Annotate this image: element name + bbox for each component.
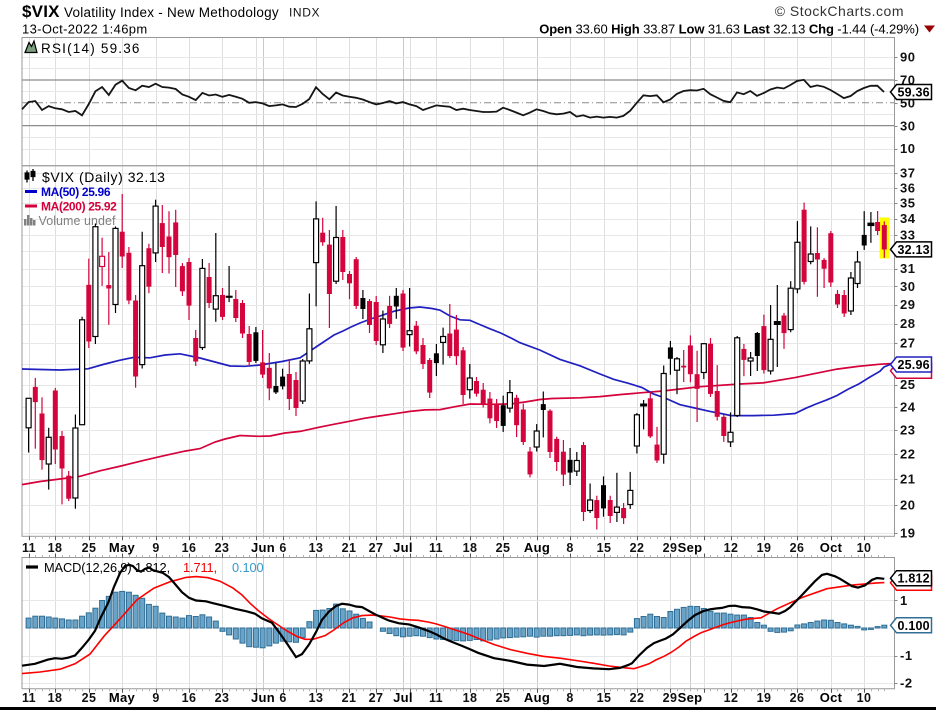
svg-text:36: 36 xyxy=(900,180,915,195)
svg-text:13: 13 xyxy=(309,691,324,705)
svg-text:Oct: Oct xyxy=(820,690,843,705)
svg-text:May: May xyxy=(109,690,136,705)
svg-text:25: 25 xyxy=(82,691,97,705)
svg-text:35: 35 xyxy=(900,196,915,211)
svg-text:29: 29 xyxy=(663,541,678,555)
svg-text:27: 27 xyxy=(369,691,384,705)
svg-text:26: 26 xyxy=(790,691,805,705)
svg-text:19: 19 xyxy=(757,541,772,555)
svg-text:© StockCharts.com: © StockCharts.com xyxy=(775,3,904,19)
svg-text:Aug: Aug xyxy=(524,540,550,555)
svg-text:29: 29 xyxy=(900,297,915,312)
svg-text:1: 1 xyxy=(900,593,908,608)
svg-text:0.100: 0.100 xyxy=(898,619,930,633)
svg-text:18: 18 xyxy=(463,541,478,555)
svg-text:Jul: Jul xyxy=(393,540,413,555)
svg-text:25.96: 25.96 xyxy=(898,358,930,372)
svg-text:21: 21 xyxy=(342,691,357,705)
svg-text:13: 13 xyxy=(309,541,324,555)
svg-text:Sep: Sep xyxy=(678,540,703,555)
svg-text:28: 28 xyxy=(900,316,915,331)
svg-text:32.13: 32.13 xyxy=(898,243,930,257)
svg-text:30: 30 xyxy=(900,118,915,133)
svg-text:INDX: INDX xyxy=(289,6,320,20)
svg-text:33: 33 xyxy=(900,227,915,242)
svg-text:11: 11 xyxy=(429,541,443,555)
svg-text:Volatility Index - New Methodo: Volatility Index - New Methodology xyxy=(64,5,279,20)
svg-text:8: 8 xyxy=(566,691,573,705)
svg-text:10: 10 xyxy=(900,141,915,156)
svg-text:21: 21 xyxy=(342,541,357,555)
svg-text:May: May xyxy=(109,540,136,555)
svg-text:15: 15 xyxy=(597,541,612,555)
svg-text:19: 19 xyxy=(757,691,772,705)
svg-text:Open 33.60 High 33.87 Low 31.6: Open 33.60 High 33.87 Low 31.63 Last 32.… xyxy=(539,22,919,37)
svg-text:8: 8 xyxy=(566,541,573,555)
svg-text:12: 12 xyxy=(724,691,739,705)
svg-text:31: 31 xyxy=(900,261,915,276)
svg-text:25: 25 xyxy=(900,377,915,392)
svg-text:26: 26 xyxy=(790,541,805,555)
svg-text:12: 12 xyxy=(724,541,739,555)
svg-text:MA(50) 25.96: MA(50) 25.96 xyxy=(41,185,111,199)
svg-text:RSI(14) 59.36: RSI(14) 59.36 xyxy=(41,41,141,56)
svg-text:25: 25 xyxy=(496,691,511,705)
svg-text:Volume undef: Volume undef xyxy=(39,214,117,228)
svg-text:18: 18 xyxy=(48,541,63,555)
svg-text:23: 23 xyxy=(215,541,230,555)
svg-text:1.711,: 1.711, xyxy=(183,560,217,575)
svg-text:18: 18 xyxy=(48,691,63,705)
svg-text:Jul: Jul xyxy=(393,690,413,705)
svg-text:30: 30 xyxy=(900,279,915,294)
svg-text:11: 11 xyxy=(22,541,36,555)
svg-text:Sep: Sep xyxy=(678,690,703,705)
svg-text:11: 11 xyxy=(22,691,36,705)
svg-text:10: 10 xyxy=(857,691,872,705)
svg-text:-1: -1 xyxy=(900,648,913,663)
svg-text:16: 16 xyxy=(182,541,197,555)
svg-text:Jun: Jun xyxy=(251,540,275,555)
svg-text:19: 19 xyxy=(900,525,915,540)
svg-text:90: 90 xyxy=(900,49,915,64)
svg-text:25: 25 xyxy=(496,541,511,555)
svg-text:23: 23 xyxy=(215,691,230,705)
svg-text:16: 16 xyxy=(182,691,197,705)
svg-text:9: 9 xyxy=(152,691,159,705)
svg-text:27: 27 xyxy=(900,336,915,351)
svg-text:70: 70 xyxy=(900,72,915,87)
svg-text:6: 6 xyxy=(279,691,286,705)
svg-text:24: 24 xyxy=(900,399,916,414)
svg-text:Aug: Aug xyxy=(524,690,550,705)
svg-text:1.812: 1.812 xyxy=(898,572,930,586)
svg-text:0.100: 0.100 xyxy=(232,560,264,575)
svg-text:10: 10 xyxy=(857,541,872,555)
svg-text:59.36: 59.36 xyxy=(898,86,930,100)
svg-text:34: 34 xyxy=(900,211,916,226)
svg-text:37: 37 xyxy=(900,166,915,181)
svg-text:23: 23 xyxy=(900,422,915,437)
svg-text:20: 20 xyxy=(900,498,915,513)
svg-text:29: 29 xyxy=(663,691,678,705)
svg-text:MA(200) 25.92: MA(200) 25.92 xyxy=(41,200,117,214)
svg-text:-2: -2 xyxy=(900,676,913,691)
svg-text:9: 9 xyxy=(152,541,159,555)
svg-text:25: 25 xyxy=(82,541,97,555)
svg-text:21: 21 xyxy=(900,471,915,486)
svg-text:Oct: Oct xyxy=(820,540,843,555)
svg-text:Jun: Jun xyxy=(251,690,275,705)
svg-text:22: 22 xyxy=(630,541,645,555)
svg-text:18: 18 xyxy=(463,691,478,705)
svg-text:22: 22 xyxy=(630,691,645,705)
svg-text:11: 11 xyxy=(429,691,443,705)
svg-text:22: 22 xyxy=(900,446,915,461)
svg-text:$VIX (Daily) 32.13: $VIX (Daily) 32.13 xyxy=(42,169,166,185)
svg-text:$VIX: $VIX xyxy=(22,2,60,21)
svg-text:MACD(12,26,9) 1.812,: MACD(12,26,9) 1.812, xyxy=(44,560,170,575)
svg-text:6: 6 xyxy=(279,541,286,555)
svg-text:13-Oct-2022 1:46pm: 13-Oct-2022 1:46pm xyxy=(22,22,148,37)
svg-text:15: 15 xyxy=(597,691,612,705)
svg-text:27: 27 xyxy=(369,541,384,555)
